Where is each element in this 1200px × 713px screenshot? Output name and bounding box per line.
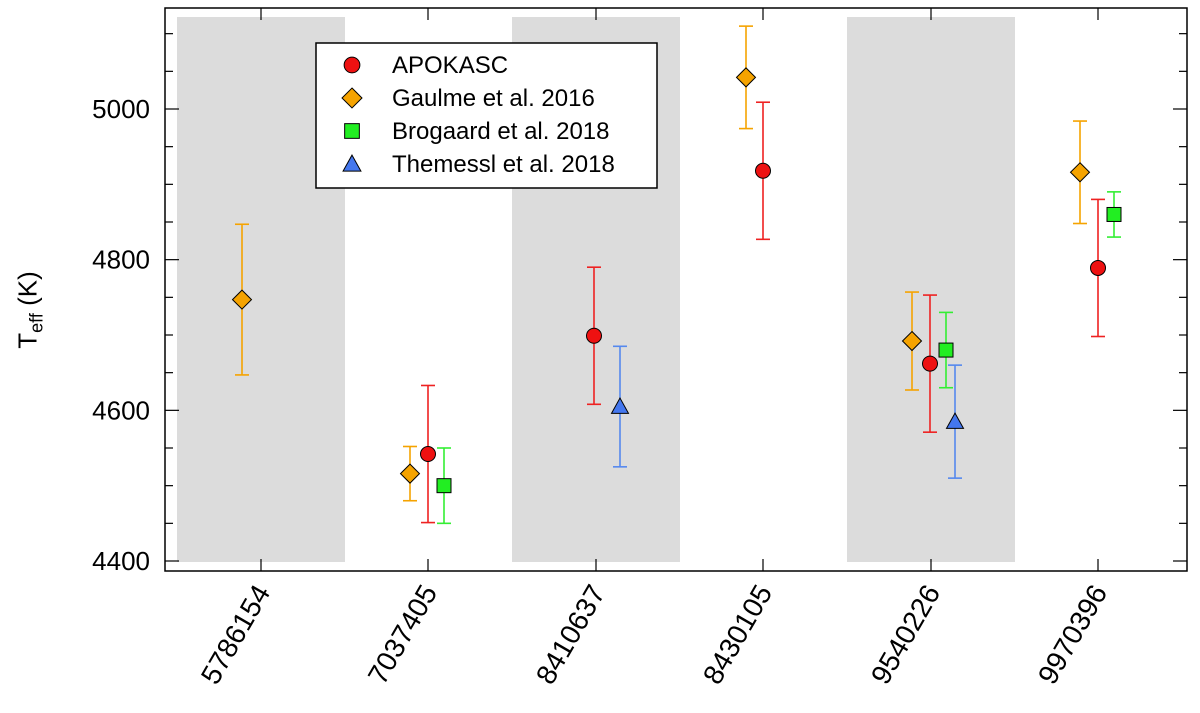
- x-ticks: [260, 8, 1099, 571]
- point-triangle-8410637: [610, 345, 630, 468]
- data-points: [231, 25, 1122, 525]
- marker-square: [938, 342, 954, 358]
- point-circle-7037405: [420, 384, 436, 524]
- y-ticks: [165, 33, 1187, 562]
- plot-frame: [164, 7, 1188, 572]
- legend-marker-circle: [343, 56, 361, 74]
- point-diamond-8430105: [735, 25, 757, 130]
- legend-marker-diamond: [341, 87, 363, 109]
- legend-label: APOKASC: [392, 52, 508, 79]
- marker-circle: [755, 162, 771, 179]
- marker-circle: [922, 355, 938, 372]
- point-square-9970396: [1106, 191, 1122, 238]
- legend-label: Brogaard et al. 2018: [392, 118, 610, 145]
- marker-triangle: [610, 397, 630, 414]
- x-tick-label: 5786154: [195, 580, 276, 690]
- x-tick-label: 7037405: [362, 580, 443, 690]
- marker-square: [1106, 206, 1122, 222]
- marker-diamond: [735, 67, 757, 88]
- x-tick-label: 8410637: [530, 580, 611, 690]
- y-tick-labels: 4400 4600 4800 5000: [92, 94, 150, 576]
- legend-label: Themessl et al. 2018: [392, 151, 615, 178]
- legend-marker-triangle: [342, 154, 362, 172]
- y-tick-label: 5000: [92, 94, 150, 124]
- x-tick-label: 9540226: [865, 580, 946, 690]
- point-circle-9540226: [922, 294, 938, 433]
- y-axis-label-subscript: eff: [26, 313, 47, 333]
- y-axis-label: Teff (K): [12, 271, 47, 348]
- point-square-9540226: [938, 311, 954, 389]
- point-diamond-9540226: [901, 291, 923, 391]
- marker-diamond: [231, 289, 253, 310]
- legend-marker-square: [344, 123, 360, 139]
- y-tick-label: 4400: [92, 546, 150, 576]
- marker-square: [436, 478, 452, 494]
- marker-triangle: [945, 412, 965, 429]
- y-axis-label-unit: (K): [12, 271, 43, 306]
- y-tick-label: 4600: [92, 395, 150, 425]
- x-tick-labels: 5786154 7037405 8410637 8430105 9540226 99703…: [195, 580, 1113, 690]
- marker-diamond: [901, 330, 923, 352]
- point-circle-9970396: [1090, 198, 1106, 338]
- y-axis-label-main: T: [12, 332, 43, 349]
- point-circle-8410637: [586, 266, 602, 406]
- point-diamond-9970396: [1069, 120, 1091, 225]
- marker-circle: [420, 446, 436, 463]
- marker-circle: [586, 327, 602, 344]
- x-tick-label: 8430105: [697, 580, 778, 690]
- point-triangle-9540226: [945, 364, 965, 479]
- point-circle-8430105: [755, 101, 771, 241]
- legend-box: [315, 42, 658, 189]
- y-tick-label: 4800: [92, 245, 150, 275]
- point-diamond-5786154: [231, 223, 253, 376]
- point-diamond-7037405: [399, 445, 421, 502]
- x-tick-label: 9970396: [1032, 580, 1113, 690]
- legend: APOKASC Gaulme et al. 2016 Brogaard et al.…: [315, 42, 658, 189]
- point-square-7037405: [436, 447, 452, 525]
- shaded-band-9540226: [847, 17, 1015, 562]
- marker-circle: [1090, 259, 1106, 276]
- legend-label: Gaulme et al. 2016: [392, 85, 595, 112]
- marker-diamond: [399, 463, 421, 484]
- marker-diamond: [1069, 162, 1091, 183]
